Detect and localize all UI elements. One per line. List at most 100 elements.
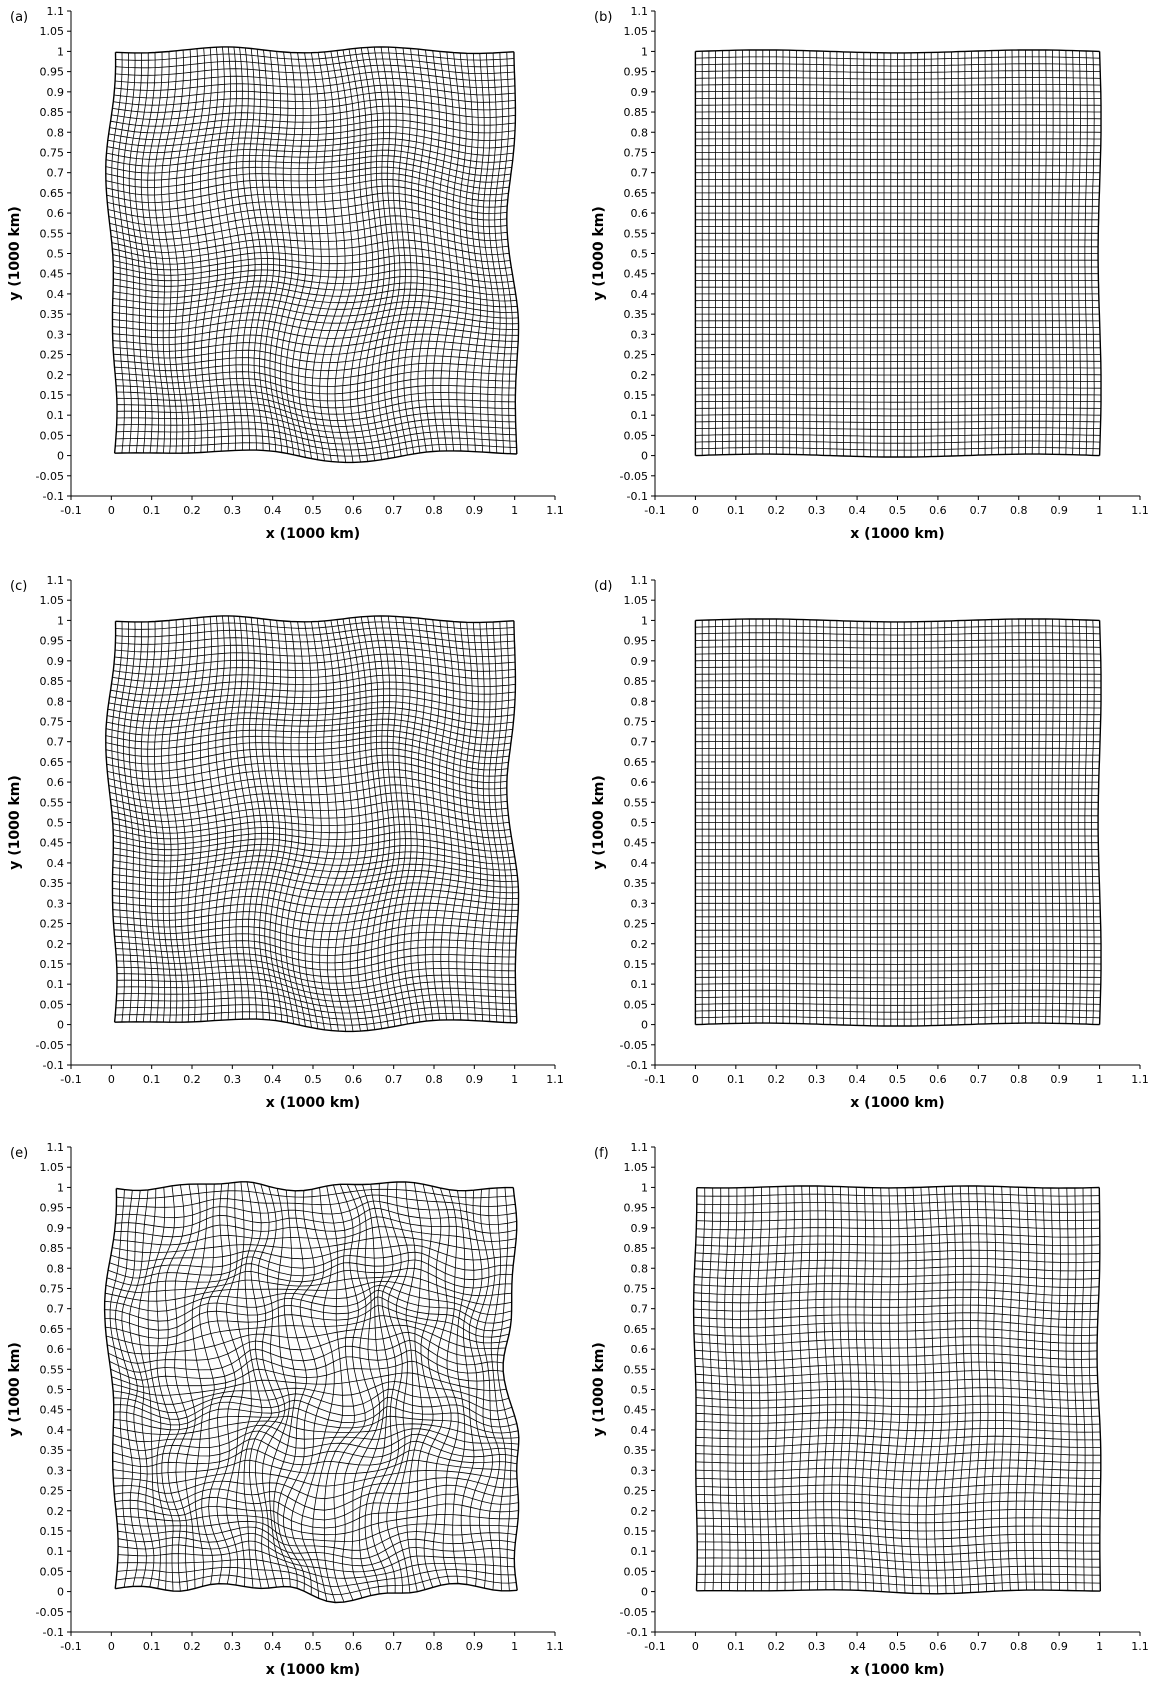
mesh-column-line	[482, 622, 495, 1022]
x-tick-label: 0	[108, 1073, 115, 1086]
mesh-column-line	[235, 616, 249, 1020]
y-tick-label: 0.2	[47, 1505, 65, 1518]
mesh-row-line	[695, 1451, 1101, 1456]
x-tick-label: 1	[1096, 504, 1103, 517]
x-tick-label: 0.7	[385, 1640, 403, 1653]
x-tick-label: 0.5	[304, 504, 322, 517]
mesh-column-line	[304, 52, 330, 460]
mesh-column-line	[494, 52, 507, 454]
x-tick-label: 0.2	[768, 504, 786, 517]
y-tick-label: 1.05	[40, 1161, 65, 1174]
mesh-row-line	[114, 646, 515, 660]
y-tick-label: 0.55	[40, 796, 65, 809]
mesh-column-line	[490, 1187, 506, 1591]
mesh-column-line	[311, 620, 338, 1030]
y-tick-label: 0.3	[631, 328, 649, 341]
y-tick-label: 0.7	[47, 167, 65, 180]
y-tick-label: 0.05	[40, 1565, 65, 1578]
mesh-column-line	[494, 621, 507, 1023]
mesh-column-line	[1071, 50, 1074, 455]
mesh-column-line	[1038, 619, 1040, 1024]
y-tick-label: 0.45	[624, 837, 649, 850]
mesh-column-line	[764, 1186, 771, 1591]
mesh-row-line	[694, 1352, 1098, 1362]
panel-b: (b) -0.1 0 0.1 0.2 0.3 0.4 0.5 0.6 0.7 0.8 0.9 1 1.1 -…	[591, 5, 1149, 542]
x-tick-label: 0.5	[889, 504, 907, 517]
y-tick-label: 1.1	[47, 5, 65, 18]
mesh-column-line	[997, 50, 1000, 455]
x-tick-label: 1	[1096, 1640, 1103, 1653]
mesh-column-line	[410, 618, 426, 1022]
mesh-column-line	[1031, 618, 1034, 1024]
mesh-column-line	[215, 1183, 236, 1584]
mesh-column-line	[153, 51, 172, 454]
mesh-column-line	[464, 622, 475, 1021]
y-tick-label: 0.95	[624, 66, 649, 79]
mesh-column-line	[1084, 50, 1088, 456]
mesh-column-line	[1077, 50, 1081, 455]
mesh-column-line	[207, 616, 219, 1021]
mesh-row-line	[113, 340, 518, 355]
mesh-column-line	[417, 49, 433, 453]
y-tick-label: 0.45	[624, 1404, 649, 1417]
mesh-column-line	[471, 53, 482, 452]
mesh-column-line	[1018, 619, 1020, 1024]
mesh-column-line	[207, 47, 219, 452]
y-tick-label: 0.15	[624, 958, 649, 971]
y-tick-label: 0.35	[624, 1444, 649, 1457]
mesh-column-line	[1091, 51, 1095, 456]
mesh-column-line	[1091, 620, 1095, 1025]
mesh-column-line	[269, 1188, 290, 1587]
mesh-row-line	[114, 1018, 517, 1033]
y-tick-label: 1.1	[47, 574, 65, 587]
y-tick-label: 0.05	[624, 429, 649, 442]
mesh-column-line	[1049, 1187, 1054, 1591]
y-tick-label: 0.45	[624, 268, 649, 281]
mesh-row-line	[112, 247, 511, 265]
x-tick-label: 0.8	[1010, 504, 1028, 517]
mesh-column-line	[831, 1186, 837, 1590]
mesh-column-line	[332, 1184, 366, 1603]
mesh	[105, 615, 520, 1033]
mesh-row-line	[114, 449, 517, 464]
mesh-column-line	[164, 1184, 185, 1592]
mesh-column-line	[892, 1187, 901, 1593]
panel-letter: (e)	[10, 1146, 28, 1161]
y-tick-label: 1	[641, 614, 648, 627]
mesh-column-line	[692, 1187, 698, 1591]
mesh-column-line	[140, 621, 159, 1023]
mesh-column-line	[269, 620, 287, 1022]
y-tick-label: 0.75	[624, 146, 649, 159]
y-tick-label: 0.6	[631, 207, 649, 220]
mesh-column-line	[176, 618, 192, 1023]
mesh-column-line	[311, 51, 338, 461]
mesh-column-line	[423, 1185, 444, 1588]
mesh-column-line	[235, 47, 249, 451]
mesh-column-line	[290, 1189, 327, 1595]
y-tick-label: 1.05	[40, 594, 65, 607]
mesh-column-line	[351, 1184, 381, 1599]
mesh-column-line	[228, 47, 242, 451]
mesh-column-line	[396, 1181, 416, 1593]
x-tick-label: 0.6	[929, 1073, 947, 1086]
mesh-column-line	[206, 1183, 227, 1584]
mesh-row-line	[696, 1589, 1101, 1595]
x-tick-label: 0.7	[970, 1640, 988, 1653]
panel-letter: (f)	[594, 1146, 609, 1161]
mesh-column-line	[990, 1186, 997, 1592]
mesh-column-line	[975, 1185, 981, 1593]
mesh-column-line	[184, 48, 199, 453]
mesh-column-line	[199, 1184, 215, 1585]
mesh-column-line	[460, 1190, 475, 1585]
x-tick-label: 1.1	[546, 1073, 564, 1086]
mesh-column-line	[168, 50, 184, 454]
mesh-column-line	[861, 1187, 868, 1591]
x-tick-label: 0.1	[143, 1073, 161, 1086]
x-axis-label: x (1000 km)	[850, 1095, 944, 1111]
mesh-row-line	[693, 1312, 1098, 1320]
mesh-column-line	[700, 1187, 706, 1591]
y-tick-label: 0.9	[631, 655, 649, 668]
y-tick-label: -0.1	[627, 490, 648, 503]
mesh-column-line	[790, 1186, 795, 1591]
y-tick-label: 0.35	[40, 1444, 65, 1457]
